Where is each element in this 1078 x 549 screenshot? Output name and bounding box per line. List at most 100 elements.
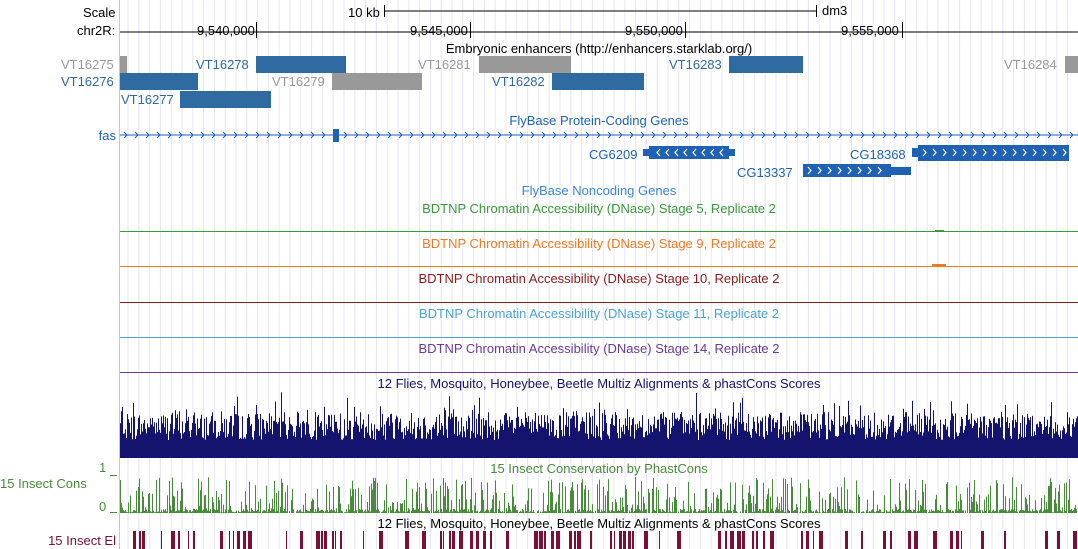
strand-arrow (497, 131, 502, 139)
conserved-element (742, 531, 745, 549)
strand-arrow (970, 131, 975, 139)
conserved-element (725, 531, 727, 549)
conserved-element (614, 531, 615, 549)
strand-arrow-plus (932, 148, 937, 157)
track-title-multiz[interactable]: 12 Flies, Mosquito, Honeybee, Beetle Mul… (377, 376, 821, 391)
conserved-element (908, 531, 911, 549)
strand-arrow (596, 131, 601, 139)
conserved-element (914, 531, 918, 549)
track-title-dnase-stage11[interactable]: BDTNP Chromatin Accessibility (DNase) St… (418, 306, 780, 321)
elements-side-label[interactable]: 15 Insect El (48, 533, 116, 548)
strand-arrow (343, 131, 348, 139)
strand-arrow-plus (922, 148, 927, 157)
strand-arrow (805, 131, 810, 139)
strand-arrow-plus (1042, 148, 1047, 157)
strand-arrow (849, 131, 854, 139)
strand-arrow (904, 131, 909, 139)
conserved-element (476, 531, 479, 549)
strand-arrow-minus (701, 148, 706, 157)
track-title-dnase-stage10[interactable]: BDTNP Chromatin Accessibility (DNase) St… (418, 271, 780, 286)
gene-label-cg13337[interactable]: CG13337 (737, 165, 793, 180)
strand-arrow (321, 131, 326, 139)
strand-arrow (783, 131, 788, 139)
gene-label-fas[interactable]: fas (98, 128, 116, 143)
track-title-noncoding[interactable]: FlyBase Noncoding Genes (521, 183, 677, 198)
strand-arrow (244, 131, 249, 139)
gene-label-cg6209[interactable]: CG6209 (589, 147, 638, 162)
enhancer-label[interactable]: VT16282 (492, 74, 545, 89)
conserved-element (161, 531, 162, 549)
strand-arrow-minus (692, 148, 697, 157)
strand-arrow-plus (827, 166, 832, 175)
strand-arrow (387, 131, 392, 139)
conserved-element (470, 531, 473, 549)
conserved-element (1004, 531, 1006, 549)
strand-arrow (838, 131, 843, 139)
strand-arrow (277, 131, 282, 139)
conserved-element (1073, 531, 1077, 549)
gene-cg18368-utr (912, 148, 920, 157)
strand-arrow (376, 131, 381, 139)
conserved-element (452, 531, 455, 549)
conserved-element (248, 531, 252, 549)
enhancer-label[interactable]: VT16283 (669, 57, 722, 72)
strand-arrow (123, 131, 128, 139)
enhancer-label[interactable]: VT16279 (272, 74, 325, 89)
enhancer-label[interactable]: VT16281 (418, 57, 471, 72)
track-title-dnase-stage14[interactable]: BDTNP Chromatin Accessibility (DNase) St… (418, 341, 780, 356)
conserved-element (718, 531, 721, 549)
enhancer-box (256, 56, 346, 73)
gene-fas-exon (333, 129, 339, 142)
enhancer-label[interactable]: VT16275 (61, 57, 114, 72)
track-title-dnase-stage9[interactable]: BDTNP Chromatin Accessibility (DNase) St… (422, 236, 776, 251)
strand-arrow-plus (1032, 148, 1037, 157)
strand-arrow-minus (683, 148, 688, 157)
enhancer-box (120, 73, 198, 90)
strand-arrow (673, 131, 678, 139)
phastcons-side-label[interactable]: 15 Insect Cons (0, 476, 87, 491)
enhancer-box (479, 56, 571, 73)
strand-arrow (200, 131, 205, 139)
enhancer-label[interactable]: VT16278 (196, 57, 249, 72)
strand-arrow (156, 131, 161, 139)
enhancer-label[interactable]: VT16276 (61, 74, 114, 89)
strand-arrow (354, 131, 359, 139)
conserved-element (171, 531, 175, 549)
conserved-element (551, 531, 554, 549)
strand-arrow (464, 131, 469, 139)
strand-arrow (508, 131, 513, 139)
gene-label-cg18368[interactable]: CG18368 (850, 147, 906, 162)
enhancer-box (120, 56, 127, 73)
conserved-element (188, 531, 189, 549)
enhancer-label[interactable]: VT16284 (1004, 57, 1057, 72)
track-title-phastcons[interactable]: 15 Insect Conservation by PhastCons (490, 461, 708, 476)
strand-arrow (739, 131, 744, 139)
strand-arrow (629, 131, 634, 139)
track-title-elements[interactable]: 12 Flies, Mosquito, Honeybee, Beetle Mul… (377, 516, 821, 531)
enhancer-box (1065, 56, 1078, 73)
strand-arrow (288, 131, 293, 139)
track-title-protein-genes[interactable]: FlyBase Protein-Coding Genes (509, 113, 689, 128)
strand-arrow (365, 131, 370, 139)
strand-arrow (519, 131, 524, 139)
strand-arrow (167, 131, 172, 139)
strand-arrow-plus (1012, 148, 1017, 157)
enhancer-label[interactable]: VT16277 (121, 92, 174, 107)
strand-arrow-plus (1052, 148, 1057, 157)
conserved-element (316, 531, 320, 549)
conserved-element (883, 531, 886, 549)
strand-arrow (431, 131, 436, 139)
conserved-element (961, 531, 962, 549)
conserved-element (981, 531, 984, 549)
strand-arrow (827, 131, 832, 139)
strand-arrow (607, 131, 612, 139)
conserved-element (659, 531, 660, 549)
conserved-element (459, 531, 463, 549)
strand-arrow-plus (972, 148, 977, 157)
strand-arrow (420, 131, 425, 139)
strand-arrow (794, 131, 799, 139)
conserved-element (610, 531, 612, 549)
track-title-enhancers[interactable]: Embryonic enhancers (http://enhancers.st… (445, 41, 753, 56)
track-title-dnase-stage5[interactable]: BDTNP Chromatin Accessibility (DNase) St… (422, 201, 776, 216)
